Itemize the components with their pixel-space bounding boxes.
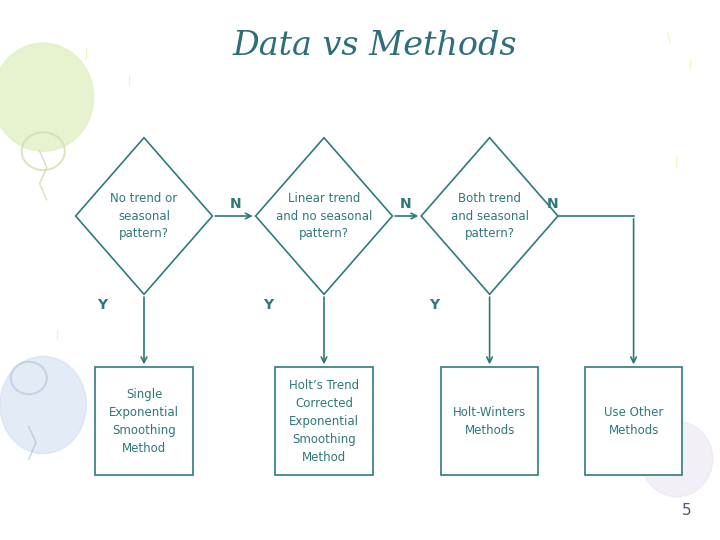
Text: N: N bbox=[400, 197, 411, 211]
Text: Data vs Methods: Data vs Methods bbox=[232, 30, 517, 62]
Text: Y: Y bbox=[97, 298, 107, 312]
Polygon shape bbox=[421, 138, 558, 294]
Text: Y: Y bbox=[429, 298, 439, 312]
Text: Single
Exponential
Smoothing
Method: Single Exponential Smoothing Method bbox=[109, 388, 179, 455]
FancyBboxPatch shape bbox=[275, 367, 373, 475]
FancyBboxPatch shape bbox=[585, 367, 683, 475]
Text: N: N bbox=[230, 197, 241, 211]
Text: /: / bbox=[83, 47, 90, 61]
FancyBboxPatch shape bbox=[441, 367, 539, 475]
Text: /: / bbox=[54, 328, 61, 342]
Text: No trend or
seasonal
pattern?: No trend or seasonal pattern? bbox=[110, 192, 178, 240]
Text: /: / bbox=[665, 31, 675, 44]
Polygon shape bbox=[76, 138, 212, 294]
Text: 5: 5 bbox=[682, 503, 691, 518]
Ellipse shape bbox=[0, 43, 94, 151]
Text: Holt’s Trend
Corrected
Exponential
Smoothing
Method: Holt’s Trend Corrected Exponential Smoot… bbox=[289, 379, 359, 464]
Text: N: N bbox=[547, 197, 559, 211]
Polygon shape bbox=[256, 138, 392, 294]
Text: Holt-Winters
Methods: Holt-Winters Methods bbox=[453, 406, 526, 437]
Text: /: / bbox=[688, 58, 695, 72]
Text: Y: Y bbox=[263, 298, 273, 312]
Text: Use Other
Methods: Use Other Methods bbox=[604, 406, 663, 437]
Ellipse shape bbox=[641, 421, 713, 497]
Text: Linear trend
and no seasonal
pattern?: Linear trend and no seasonal pattern? bbox=[276, 192, 372, 240]
Text: /: / bbox=[673, 155, 680, 169]
Text: /: / bbox=[126, 74, 133, 88]
Text: Both trend
and seasonal
pattern?: Both trend and seasonal pattern? bbox=[451, 192, 528, 240]
FancyBboxPatch shape bbox=[95, 367, 193, 475]
Ellipse shape bbox=[0, 356, 86, 454]
